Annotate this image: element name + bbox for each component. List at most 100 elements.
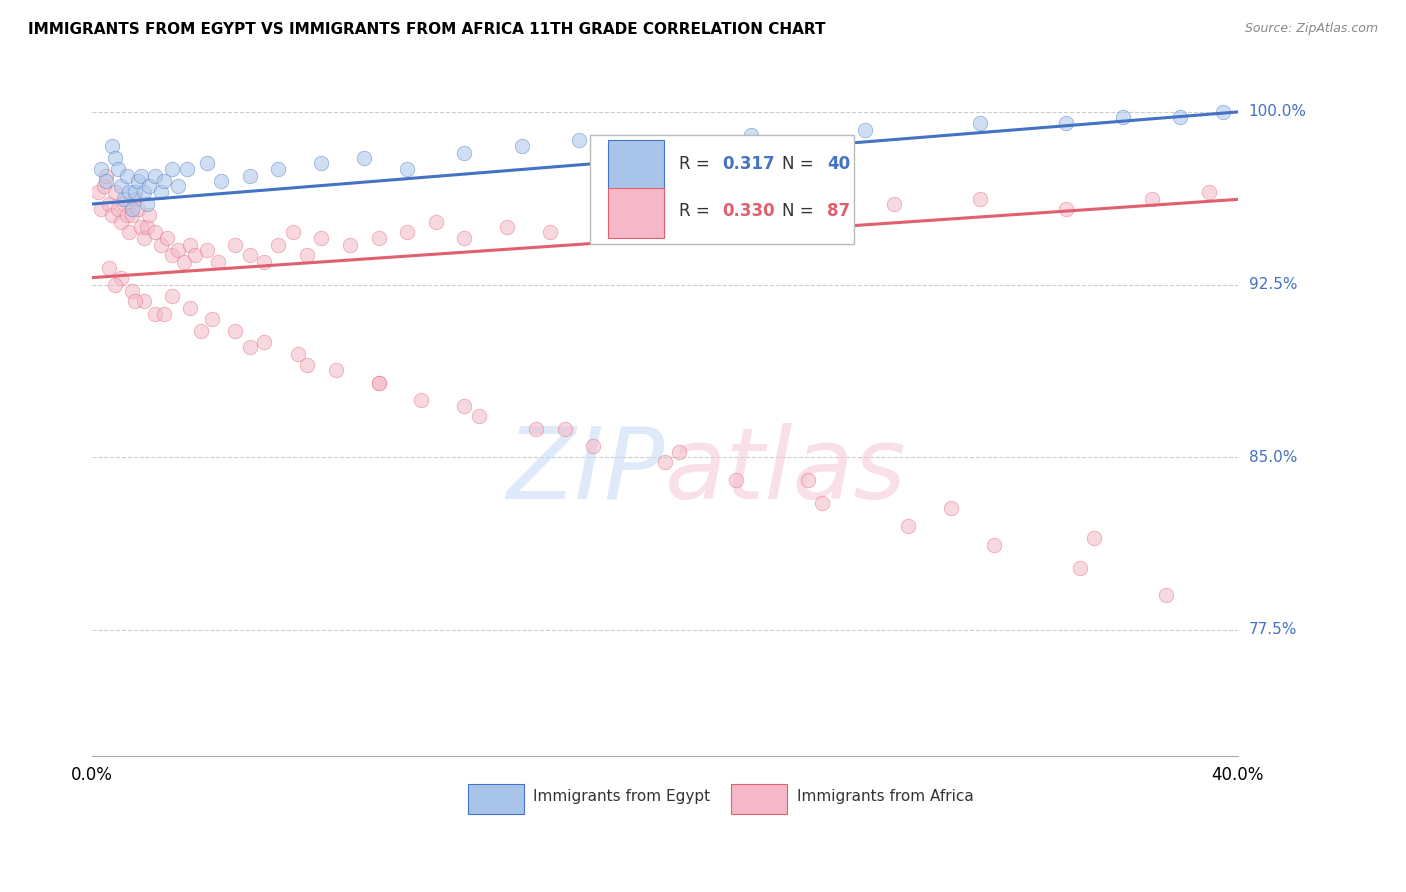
Point xyxy=(1198,186,1220,200)
Point xyxy=(654,139,676,153)
Point xyxy=(1140,193,1163,207)
Point xyxy=(121,285,143,299)
Point xyxy=(195,155,218,169)
Point xyxy=(162,247,184,261)
Point xyxy=(209,174,232,188)
Point xyxy=(596,209,619,223)
Point xyxy=(110,215,132,229)
Point xyxy=(1054,116,1077,130)
Text: 87: 87 xyxy=(828,202,851,220)
Point xyxy=(654,215,676,229)
Point xyxy=(797,473,820,487)
Point xyxy=(725,473,748,487)
Point xyxy=(112,197,135,211)
Point xyxy=(309,231,332,245)
Point xyxy=(93,178,115,193)
Point xyxy=(143,169,166,184)
Point xyxy=(339,238,361,252)
Point xyxy=(184,247,207,261)
FancyBboxPatch shape xyxy=(607,187,664,238)
Point xyxy=(143,307,166,321)
Point xyxy=(87,186,110,200)
Point xyxy=(207,254,229,268)
Point xyxy=(107,202,129,216)
FancyBboxPatch shape xyxy=(468,784,524,814)
Point xyxy=(510,139,533,153)
Point xyxy=(568,132,591,146)
Text: R =: R = xyxy=(679,202,714,220)
Point xyxy=(167,178,190,193)
Point xyxy=(115,209,138,223)
Point xyxy=(104,151,127,165)
Point xyxy=(740,128,762,142)
Point xyxy=(127,174,149,188)
Point xyxy=(396,162,419,177)
Text: Source: ZipAtlas.com: Source: ZipAtlas.com xyxy=(1244,22,1378,36)
Point xyxy=(253,334,276,349)
Point xyxy=(96,174,118,188)
Point xyxy=(425,215,447,229)
Point xyxy=(98,197,121,211)
Point xyxy=(711,202,734,216)
Point xyxy=(287,346,309,360)
Point xyxy=(353,151,375,165)
Point xyxy=(453,231,475,245)
Point xyxy=(118,186,141,200)
Point xyxy=(138,178,160,193)
Point xyxy=(195,243,218,257)
Point xyxy=(367,231,389,245)
Point xyxy=(496,219,519,234)
Point xyxy=(253,254,276,268)
Point xyxy=(941,500,963,515)
Point xyxy=(152,307,174,321)
Point xyxy=(983,537,1005,551)
Point xyxy=(1154,588,1177,602)
Point xyxy=(115,169,138,184)
Point xyxy=(853,123,876,137)
Point xyxy=(554,422,576,436)
Text: Immigrants from Egypt: Immigrants from Egypt xyxy=(533,789,710,805)
Point xyxy=(179,238,201,252)
Point xyxy=(811,496,834,510)
Point xyxy=(295,247,318,261)
Point xyxy=(582,439,605,453)
Point xyxy=(367,376,389,391)
Point xyxy=(224,324,246,338)
Point xyxy=(110,270,132,285)
Point xyxy=(969,116,991,130)
Point xyxy=(132,231,155,245)
Point xyxy=(309,155,332,169)
Text: Immigrants from Africa: Immigrants from Africa xyxy=(797,789,973,805)
Point xyxy=(897,519,920,533)
Point xyxy=(118,225,141,239)
Point xyxy=(201,312,224,326)
Point xyxy=(411,392,433,407)
Point xyxy=(104,277,127,292)
FancyBboxPatch shape xyxy=(607,140,664,190)
Point xyxy=(124,293,146,308)
Text: N =: N = xyxy=(782,202,818,220)
Point xyxy=(1212,105,1234,120)
Point xyxy=(152,174,174,188)
Point xyxy=(127,202,149,216)
Point xyxy=(129,219,152,234)
Point xyxy=(1054,202,1077,216)
Text: IMMIGRANTS FROM EGYPT VS IMMIGRANTS FROM AFRICA 11TH GRADE CORRELATION CHART: IMMIGRANTS FROM EGYPT VS IMMIGRANTS FROM… xyxy=(28,22,825,37)
Point xyxy=(224,238,246,252)
Text: 0.330: 0.330 xyxy=(723,202,775,220)
Point xyxy=(1083,531,1105,545)
Point xyxy=(883,197,905,211)
Point xyxy=(267,162,290,177)
Point xyxy=(138,209,160,223)
Point xyxy=(132,186,155,200)
Text: atlas: atlas xyxy=(665,423,907,520)
Point xyxy=(149,186,172,200)
Point xyxy=(162,289,184,303)
Point xyxy=(96,169,118,184)
Point xyxy=(124,186,146,200)
Point xyxy=(239,340,262,354)
FancyBboxPatch shape xyxy=(591,135,853,244)
Point xyxy=(969,193,991,207)
Point xyxy=(112,193,135,207)
Point xyxy=(1168,110,1191,124)
